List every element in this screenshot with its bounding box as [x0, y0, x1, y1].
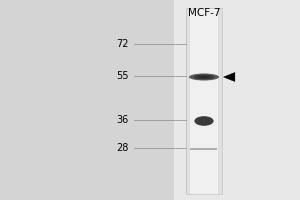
- Ellipse shape: [198, 76, 210, 78]
- Text: 72: 72: [116, 39, 129, 49]
- Ellipse shape: [189, 73, 219, 80]
- Ellipse shape: [194, 116, 214, 126]
- FancyBboxPatch shape: [218, 8, 222, 194]
- FancyBboxPatch shape: [186, 8, 222, 194]
- Polygon shape: [224, 72, 235, 82]
- Text: MCF-7: MCF-7: [188, 8, 220, 18]
- Text: 28: 28: [117, 143, 129, 153]
- Text: 55: 55: [116, 71, 129, 81]
- FancyBboxPatch shape: [0, 0, 174, 200]
- FancyBboxPatch shape: [186, 8, 190, 194]
- Text: 36: 36: [117, 115, 129, 125]
- Ellipse shape: [194, 75, 214, 79]
- FancyBboxPatch shape: [174, 0, 300, 200]
- FancyBboxPatch shape: [190, 148, 218, 150]
